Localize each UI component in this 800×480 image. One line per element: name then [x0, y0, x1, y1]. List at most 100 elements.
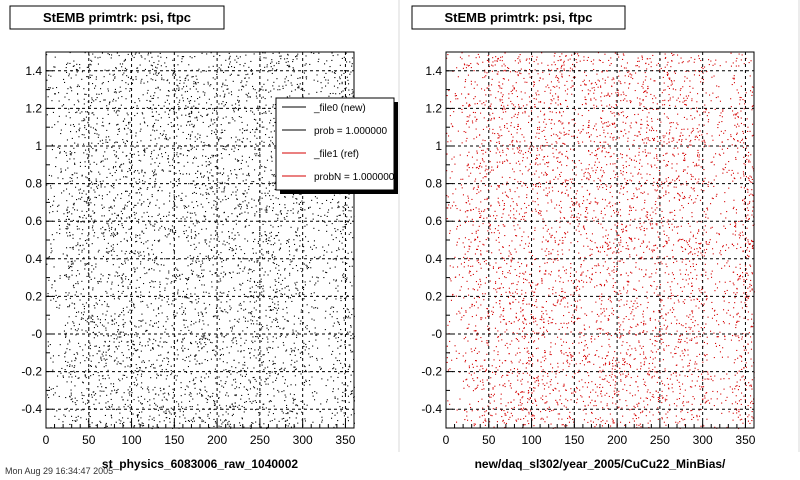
data-point — [89, 179, 91, 181]
data-point — [199, 279, 201, 281]
data-point — [101, 353, 103, 355]
data-point — [266, 64, 268, 66]
data-point — [131, 336, 133, 338]
data-point — [259, 56, 261, 58]
data-point — [102, 160, 104, 162]
data-point — [266, 349, 268, 351]
data-point — [148, 291, 150, 293]
data-point — [190, 229, 192, 231]
data-point — [161, 169, 163, 171]
data-point — [182, 319, 184, 321]
data-point — [352, 337, 354, 339]
data-point — [274, 418, 276, 420]
data-point — [97, 325, 99, 327]
data-point — [254, 349, 256, 351]
data-point — [173, 237, 175, 239]
data-point — [186, 155, 188, 157]
data-point — [271, 321, 273, 323]
data-point — [113, 98, 115, 100]
data-point — [68, 267, 70, 269]
data-point — [157, 326, 159, 328]
data-point — [103, 335, 105, 337]
data-point — [78, 273, 80, 275]
data-point — [313, 292, 315, 294]
data-point — [224, 309, 226, 311]
data-point — [90, 187, 92, 189]
data-point — [182, 154, 184, 156]
data-point — [138, 286, 140, 288]
data-point — [174, 93, 176, 95]
data-point — [73, 353, 75, 355]
data-point — [102, 275, 104, 277]
data-point — [184, 218, 186, 220]
data-point — [266, 336, 268, 338]
data-point — [125, 232, 127, 234]
data-point — [316, 202, 318, 204]
data-point — [115, 151, 117, 153]
data-point — [93, 161, 95, 163]
data-point — [216, 345, 218, 347]
data-point — [258, 220, 260, 222]
data-point — [111, 404, 113, 406]
data-point — [230, 426, 232, 428]
data-point — [341, 280, 343, 282]
data-point — [253, 53, 255, 55]
data-point — [112, 74, 114, 76]
data-point — [291, 351, 293, 353]
data-point — [305, 78, 307, 80]
data-point — [245, 308, 247, 310]
data-point — [165, 277, 167, 279]
data-point — [231, 384, 233, 386]
data-point — [228, 237, 230, 239]
data-point — [231, 340, 233, 342]
data-point — [98, 171, 100, 173]
data-point — [208, 126, 210, 128]
data-point — [219, 95, 221, 97]
data-point — [93, 408, 95, 410]
data-point — [76, 330, 78, 332]
data-point — [205, 337, 207, 339]
data-point — [69, 224, 71, 226]
data-point — [210, 120, 212, 122]
data-point — [342, 248, 344, 250]
data-point — [215, 315, 217, 317]
data-point — [308, 207, 310, 209]
data-point — [276, 326, 278, 328]
data-point — [140, 80, 142, 82]
data-point — [206, 399, 208, 401]
data-point — [193, 420, 195, 422]
data-point — [265, 238, 267, 240]
data-point — [156, 199, 158, 201]
data-point — [218, 216, 220, 218]
data-point — [189, 400, 191, 402]
data-point — [199, 137, 201, 139]
data-point — [116, 214, 118, 216]
data-point — [272, 244, 274, 246]
data-point — [283, 217, 285, 219]
data-point — [200, 71, 202, 73]
data-point — [111, 283, 113, 285]
data-point — [245, 373, 247, 375]
data-point — [71, 180, 73, 182]
data-point — [140, 263, 142, 265]
data-point — [260, 59, 262, 61]
data-point — [222, 101, 224, 103]
data-point — [166, 357, 168, 359]
data-point — [246, 124, 248, 126]
data-point — [240, 168, 242, 170]
data-point — [154, 260, 156, 262]
data-point — [69, 304, 71, 306]
data-point — [67, 88, 69, 90]
data-point — [108, 207, 110, 209]
data-point — [485, 410, 487, 412]
data-point — [348, 233, 350, 235]
data-point — [56, 385, 58, 387]
data-point — [344, 204, 346, 206]
data-point — [214, 354, 216, 356]
data-point — [90, 375, 92, 377]
data-point — [74, 329, 76, 331]
data-point — [91, 97, 93, 99]
data-point — [153, 73, 155, 75]
data-point — [284, 318, 286, 320]
data-point — [265, 407, 267, 409]
